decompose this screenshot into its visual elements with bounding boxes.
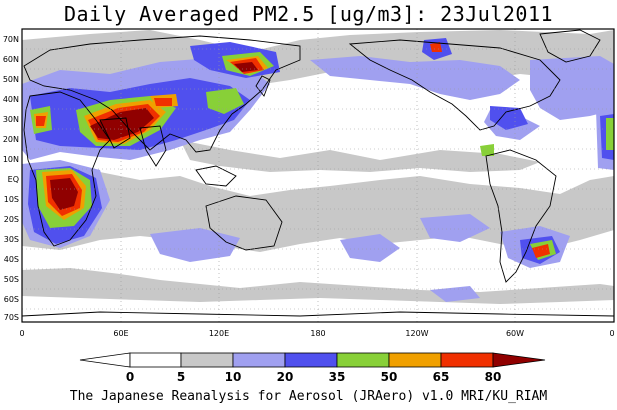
page-title: Daily Averaged PM2.5 [ug/m3]: 23Jul2011 xyxy=(63,2,554,26)
colorbar-tick: 80 xyxy=(485,370,502,384)
lon-tick: 120W xyxy=(405,329,428,338)
lon-tick: 60W xyxy=(506,329,524,338)
colorbar-tick: 65 xyxy=(433,370,450,384)
lat-tick: 30S xyxy=(4,235,19,244)
lat-tick: 50N xyxy=(3,75,19,84)
map-panel xyxy=(21,28,615,323)
colorbar-swatch xyxy=(129,352,182,368)
colorbar: 0 5 10 20 35 50 65 80 xyxy=(79,352,546,384)
colorbar-tick: 20 xyxy=(277,370,294,384)
lat-tick: 20N xyxy=(3,135,19,144)
lat-tick: 10N xyxy=(3,155,19,164)
lat-tick: 50S xyxy=(4,275,19,284)
lon-tick: 180 xyxy=(310,329,325,338)
lat-tick: 30N xyxy=(3,115,19,124)
lat-tick: EQ xyxy=(8,175,19,184)
lon-tick: 0 xyxy=(609,329,614,338)
lat-tick: 70N xyxy=(3,35,19,44)
colorbar-tick: 0 xyxy=(126,370,134,384)
lat-tick: 70S xyxy=(4,313,19,322)
colorbar-swatch xyxy=(388,352,442,368)
colorbar-tick: 5 xyxy=(177,370,185,384)
lon-tick: 120E xyxy=(209,329,229,338)
lat-tick: 40S xyxy=(4,255,19,264)
colorbar-arrow-high xyxy=(492,352,546,368)
lat-tick: 40N xyxy=(3,95,19,104)
lon-tick: 0 xyxy=(19,329,24,338)
colorbar-swatch xyxy=(232,352,286,368)
footer-credit: The Japanese Reanalysis for Aerosol (JRA… xyxy=(69,389,548,404)
colorbar-tick: 10 xyxy=(225,370,242,384)
coastlines xyxy=(21,29,615,317)
colorbar-tick: 50 xyxy=(381,370,398,384)
lat-tick: 60N xyxy=(3,55,19,64)
colorbar-swatch xyxy=(440,352,494,368)
lon-tick: 60E xyxy=(113,329,128,338)
lat-tick: 10S xyxy=(4,195,19,204)
graticule xyxy=(22,29,614,322)
colorbar-swatch xyxy=(336,352,390,368)
longitude-axis: 0 60E 120E 180 120W 60W 0 xyxy=(19,329,614,338)
latitude-axis: 70N 60N 50N 40N 30N 20N 10N EQ 10S 20S 3… xyxy=(3,35,19,322)
lat-tick: 60S xyxy=(4,295,19,304)
lat-tick: 20S xyxy=(4,215,19,224)
colorbar-swatch xyxy=(284,352,338,368)
colorbar-tick: 35 xyxy=(329,370,346,384)
colorbar-swatch xyxy=(180,352,234,368)
colorbar-arrow-low xyxy=(79,352,131,368)
